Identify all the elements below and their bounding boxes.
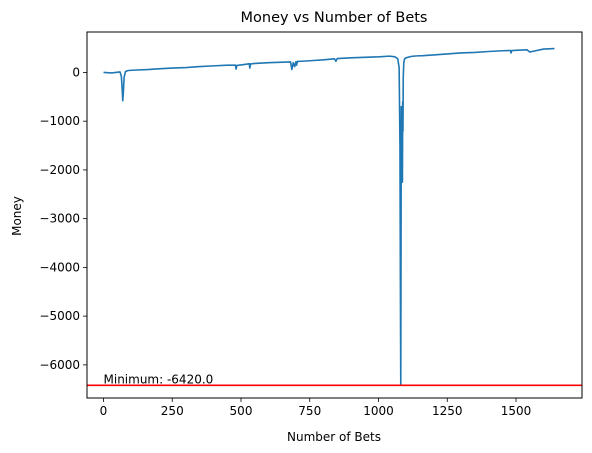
x-tick-label: 1250 <box>432 404 463 418</box>
x-tick-label: 750 <box>298 404 321 418</box>
axes-frame <box>86 31 583 399</box>
x-axis-ticks: 0 250 500 750 1000 1250 1500 <box>100 398 532 418</box>
y-tick-label: −6000 <box>39 358 80 372</box>
chart-title: Money vs Number of Bets <box>241 10 428 26</box>
series-line-0 <box>103 47 555 387</box>
plot-area <box>87 47 582 387</box>
x-tick-label: 1000 <box>363 404 394 418</box>
x-tick-label: 250 <box>161 404 184 418</box>
y-tick-label: −2000 <box>39 163 80 177</box>
y-tick-label: −1000 <box>39 114 80 128</box>
y-tick-label: −4000 <box>39 260 80 274</box>
y-tick-label: −5000 <box>39 309 80 323</box>
x-tick-label: 1500 <box>501 404 532 418</box>
minimum-annotation: Minimum: -6420.0 <box>104 372 214 386</box>
x-tick-label: 500 <box>230 404 253 418</box>
y-tick-label: 0 <box>72 65 80 79</box>
y-axis-label: Money <box>10 196 24 236</box>
x-tick-label: 0 <box>100 404 108 418</box>
x-axis-label: Number of Bets <box>287 430 381 444</box>
y-axis-ticks: 0 −1000 −2000 −3000 −4000 −5000 −6000 <box>39 65 87 372</box>
y-tick-label: −3000 <box>39 212 80 226</box>
